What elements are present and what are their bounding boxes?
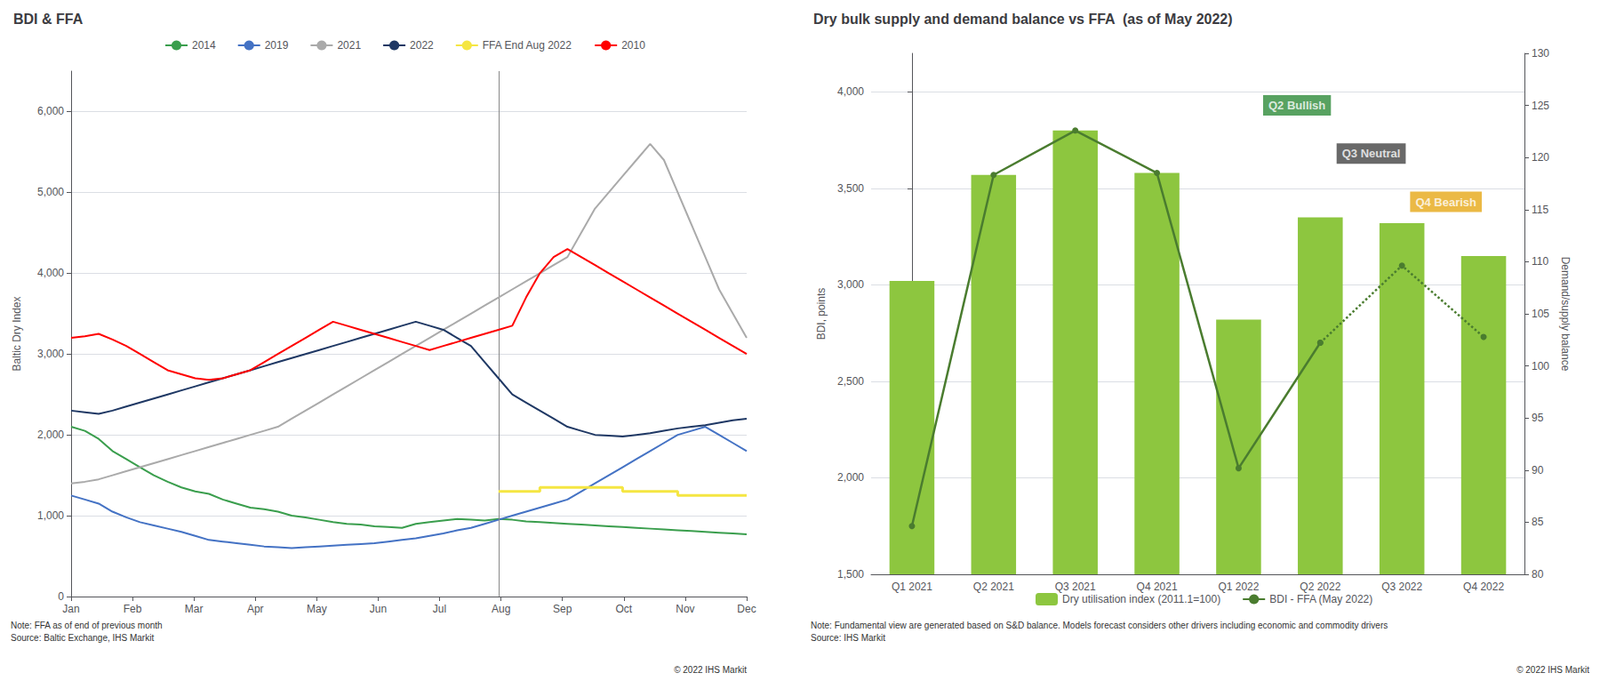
svg-text:Aug: Aug: [491, 602, 511, 616]
svg-text:Nov: Nov: [675, 602, 695, 616]
svg-text:Note: FFA as of end of previou: Note: FFA as of end of previous month: [10, 620, 163, 631]
svg-text:100: 100: [1531, 360, 1550, 373]
svg-text:Jul: Jul: [432, 602, 447, 616]
svg-text:90: 90: [1531, 464, 1544, 477]
svg-text:1,500: 1,500: [837, 568, 864, 581]
svg-text:85: 85: [1531, 515, 1544, 528]
svg-text:Q4 Bearish: Q4 Bearish: [1415, 195, 1477, 209]
svg-text:3,500: 3,500: [837, 182, 864, 195]
svg-text:BDI - FFA (May 2022): BDI - FFA (May 2022): [1269, 592, 1373, 606]
svg-text:Mar: Mar: [184, 602, 204, 616]
svg-text:Oct: Oct: [615, 602, 632, 616]
svg-text:Sep: Sep: [552, 602, 573, 616]
svg-text:125: 125: [1531, 99, 1550, 112]
svg-text:Q4 2021: Q4 2021: [1136, 580, 1178, 593]
svg-text:120: 120: [1531, 151, 1550, 164]
svg-text:Note: Fundamental view are gen: Note: Fundamental view are generated bas…: [810, 620, 1388, 631]
svg-text:6,000: 6,000: [37, 104, 64, 118]
svg-text:Dry utilisation index (2011.1=: Dry utilisation index (2011.1=100): [1062, 592, 1221, 606]
svg-text:Q3 2022: Q3 2022: [1381, 580, 1423, 593]
svg-text:Source: Baltic Exchange, IHS M: Source: Baltic Exchange, IHS Markit: [10, 632, 154, 643]
svg-text:Jan: Jan: [62, 602, 80, 616]
svg-text:Jun: Jun: [369, 602, 387, 616]
svg-text:Q3 2021: Q3 2021: [1055, 580, 1096, 593]
svg-text:2,000: 2,000: [837, 471, 864, 484]
svg-text:© 2022 IHS Markit: © 2022 IHS Markit: [673, 664, 747, 675]
svg-text:115: 115: [1531, 203, 1549, 216]
svg-text:2014: 2014: [192, 39, 216, 52]
svg-text:Source: IHS Markit: Source: IHS Markit: [810, 632, 886, 643]
svg-text:80: 80: [1531, 568, 1544, 581]
svg-text:4,000: 4,000: [37, 266, 64, 280]
svg-text:Demand/supply balance: Demand/supply balance: [1559, 256, 1572, 372]
svg-text:Q2 Bullish: Q2 Bullish: [1268, 98, 1326, 112]
svg-text:May: May: [306, 602, 328, 616]
svg-text:2,500: 2,500: [837, 375, 864, 388]
svg-text:BDI & FFA: BDI & FFA: [13, 11, 84, 27]
svg-text:© 2022 IHS Markit: © 2022 IHS Markit: [1516, 664, 1590, 675]
svg-text:FFA End Aug 2022: FFA End Aug 2022: [482, 39, 572, 52]
svg-text:Q4 2022: Q4 2022: [1463, 580, 1504, 593]
svg-text:Feb: Feb: [123, 602, 143, 616]
svg-text:95: 95: [1531, 411, 1544, 424]
svg-text:110: 110: [1531, 255, 1549, 268]
svg-text:BDI, points: BDI, points: [815, 288, 828, 341]
svg-text:2019: 2019: [264, 39, 289, 52]
svg-text:2022: 2022: [409, 39, 434, 52]
svg-text:3,000: 3,000: [837, 278, 864, 291]
svg-text:3,000: 3,000: [37, 347, 64, 360]
svg-text:Q2 2021: Q2 2021: [973, 580, 1015, 593]
svg-text:5,000: 5,000: [37, 185, 64, 199]
svg-text:2010: 2010: [621, 39, 646, 52]
svg-text:Apr: Apr: [247, 602, 264, 616]
svg-text:4,000: 4,000: [837, 85, 864, 98]
svg-text:2021: 2021: [336, 39, 361, 52]
svg-text:130: 130: [1531, 47, 1550, 60]
svg-text:2,000: 2,000: [37, 428, 64, 441]
svg-text:Q1 2022: Q1 2022: [1217, 580, 1259, 593]
svg-text:105: 105: [1531, 307, 1550, 320]
svg-text:Baltic Dry Index: Baltic Dry Index: [10, 296, 24, 371]
svg-text:Q2 2022: Q2 2022: [1299, 580, 1341, 593]
svg-text:1,000: 1,000: [37, 509, 64, 522]
svg-text:Dry bulk supply and demand bal: Dry bulk supply and demand balance vs FF…: [813, 11, 1233, 27]
svg-text:Q3 Neutral: Q3 Neutral: [1342, 146, 1401, 160]
svg-text:Dec: Dec: [736, 602, 756, 616]
svg-text:0: 0: [57, 590, 64, 603]
svg-text:Q1 2021: Q1 2021: [891, 580, 933, 593]
